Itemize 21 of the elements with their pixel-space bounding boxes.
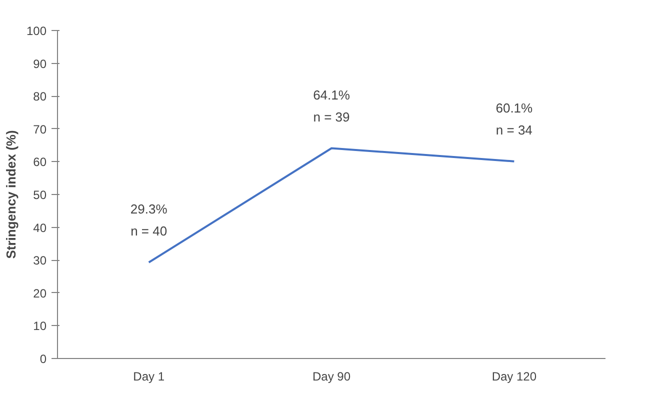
y-tick-label: 30 [33, 254, 47, 268]
text: 64.1% [313, 87, 350, 102]
y-tick-label: 100 [26, 24, 47, 38]
y-tick-label: 70 [33, 122, 47, 136]
y-tick-label: 60 [33, 155, 47, 170]
y-axis-title: Stringency index (%) [3, 130, 18, 259]
y-tick-label: 10 [33, 319, 47, 334]
y-tick-label: 80 [33, 90, 47, 104]
x-tick-label: Day 1 [133, 370, 165, 384]
y-tick-label: 0 [40, 352, 47, 366]
y-tick-label: 40 [33, 220, 47, 235]
y-tick-label: 90 [33, 56, 47, 71]
annotation: n = 39 [313, 109, 350, 124]
annotation: n = 40 [130, 223, 168, 238]
annotation: n = 34 [496, 122, 532, 138]
y-tick-label: 50 [33, 188, 47, 202]
y-tick-label: 20 [33, 286, 47, 300]
x-tick-label: Day 120 [492, 370, 537, 384]
x-tick-label: Day 90 [312, 370, 351, 384]
text: 29.3% [130, 201, 168, 216]
text: 60.1% [496, 100, 533, 116]
